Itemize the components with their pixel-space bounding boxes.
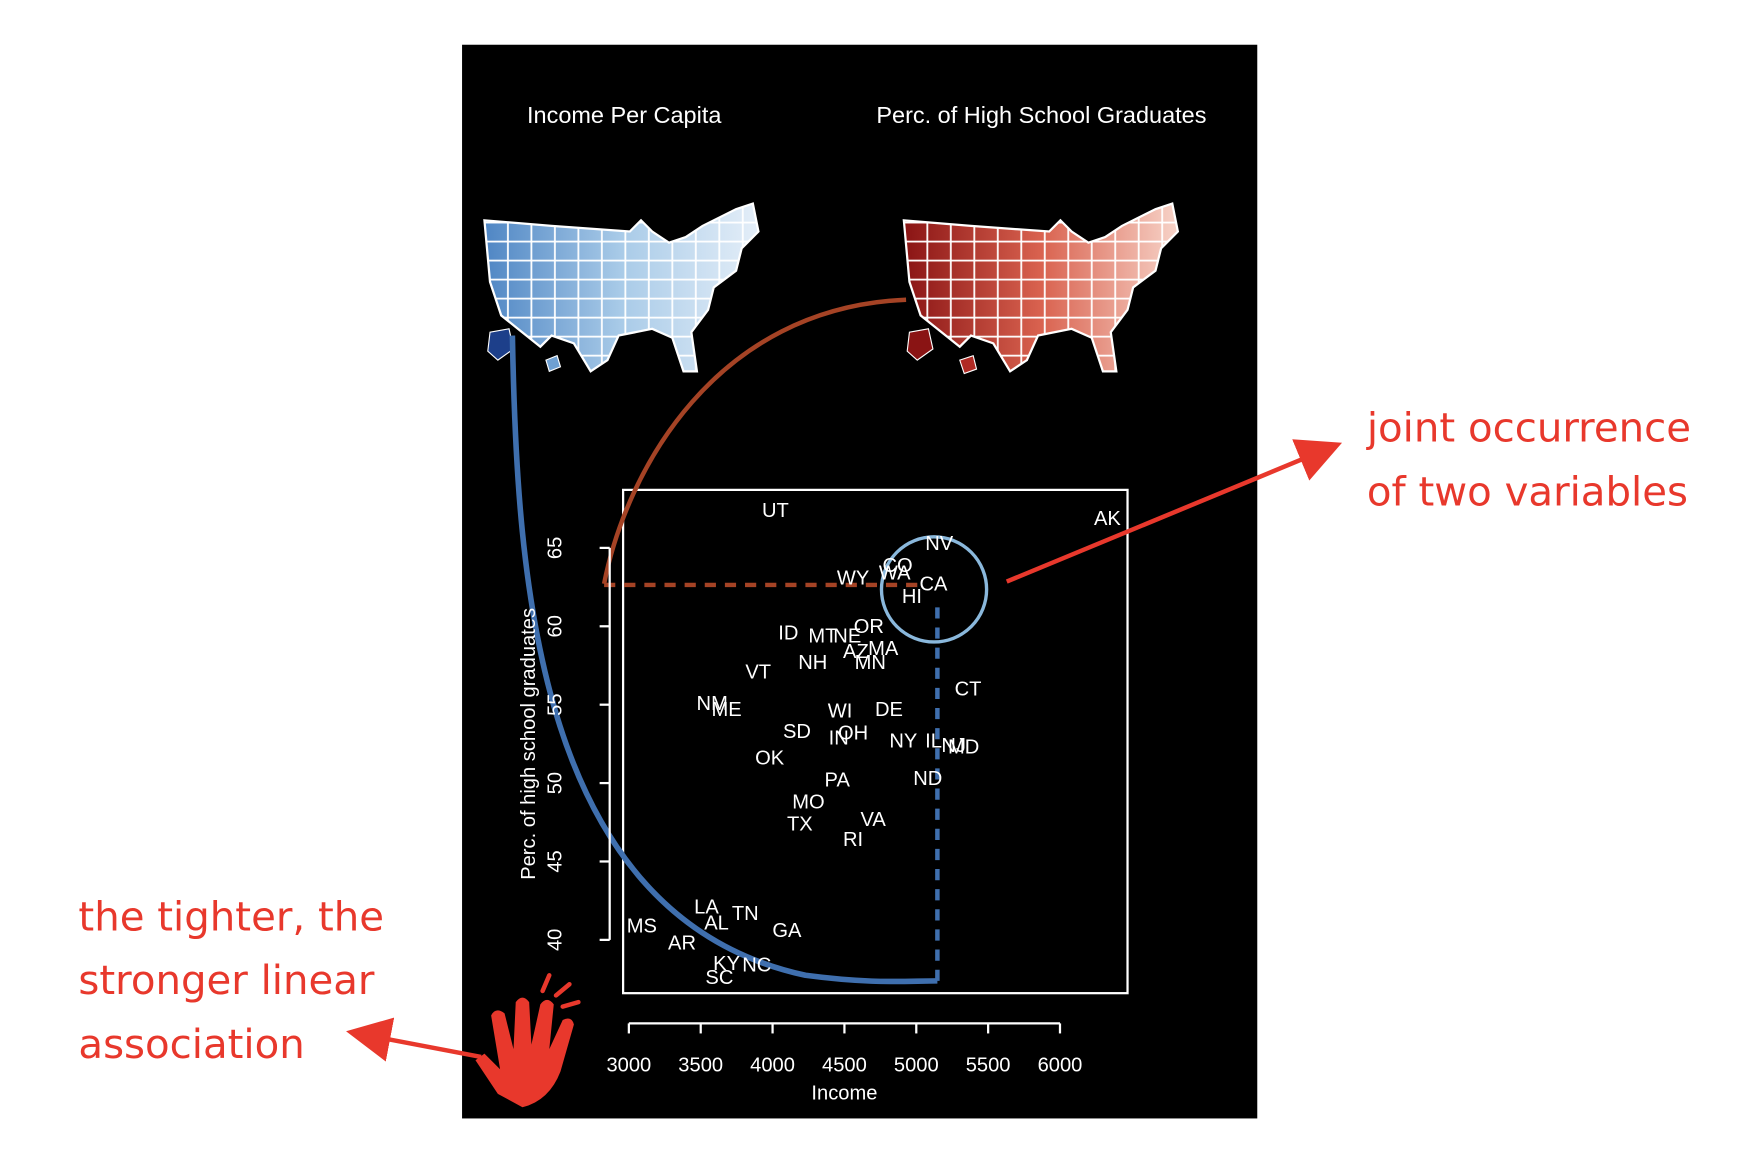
y-tick-label: 45 xyxy=(545,850,567,872)
state-point: KY xyxy=(713,953,740,975)
y-tick-label: 65 xyxy=(545,537,567,559)
y-tick-label: 50 xyxy=(545,772,567,794)
state-point: MD xyxy=(948,737,979,759)
map-title: Income Per Capita xyxy=(527,102,722,128)
x-tick-label: 6000 xyxy=(1038,1054,1083,1076)
state-point: CO xyxy=(883,555,913,577)
state-point: WI xyxy=(828,701,853,723)
state-point: AR xyxy=(668,933,696,955)
state-point: MO xyxy=(792,792,824,814)
annotation: joint occurrence xyxy=(1366,406,1691,452)
state-point: SD xyxy=(783,721,811,743)
graduates-map xyxy=(902,202,1180,375)
state-point: ME xyxy=(711,699,741,721)
state-point: NJ xyxy=(941,735,966,757)
annotation: the tighter, the xyxy=(78,894,384,940)
x-tick-label: 3500 xyxy=(678,1054,723,1076)
plot-box xyxy=(621,488,1129,995)
state-point: CA xyxy=(920,574,949,596)
y-tick-label: 55 xyxy=(545,693,567,715)
x-tick-label: 4000 xyxy=(750,1054,795,1076)
state-point: NY xyxy=(889,730,917,752)
state-point: SC xyxy=(705,967,733,989)
state-point: GA xyxy=(772,920,802,942)
state-point: NM xyxy=(697,693,728,715)
x-tick-label: 3000 xyxy=(606,1054,651,1076)
state-point: NC xyxy=(742,955,771,977)
state-point: HI xyxy=(902,586,922,608)
x-tick-label: 4500 xyxy=(822,1054,867,1076)
annotation: of two variables xyxy=(1367,469,1688,515)
x-tick-label: 5500 xyxy=(966,1054,1011,1076)
state-point: MT xyxy=(808,625,837,647)
y-axis-label: Perc. of high school graduates xyxy=(518,608,540,880)
state-point: NE xyxy=(833,625,861,647)
state-point: OH xyxy=(838,723,868,745)
state-point: OK xyxy=(755,748,785,770)
state-point: OR xyxy=(854,616,884,638)
state-point: VT xyxy=(745,661,771,683)
connector-curve xyxy=(509,335,938,985)
state-point: MN xyxy=(855,652,886,674)
x-axis-label: Income xyxy=(811,1082,877,1104)
state-point: MS xyxy=(627,915,657,937)
arrow xyxy=(346,1017,482,1062)
state-point: MA xyxy=(868,638,899,660)
x-tick-label: 5000 xyxy=(894,1054,939,1076)
y-tick-label: 60 xyxy=(545,615,567,637)
connector-curve xyxy=(601,297,907,585)
state-point: NV xyxy=(925,533,954,555)
state-point: AZ xyxy=(843,641,869,663)
map-title: Perc. of High School Graduates xyxy=(876,102,1206,128)
state-point: WY xyxy=(837,567,869,589)
state-point: UT xyxy=(762,500,789,522)
state-point: LA xyxy=(694,897,719,919)
income-map xyxy=(483,202,760,373)
state-point: PA xyxy=(825,770,851,792)
state-point: ND xyxy=(913,768,942,790)
state-point: TN xyxy=(732,903,759,925)
state-point: ID xyxy=(778,622,798,644)
state-point: VA xyxy=(860,809,886,831)
annotation: association xyxy=(78,1022,304,1068)
annotation: stronger linear xyxy=(78,958,375,1004)
state-point: DE xyxy=(875,699,903,721)
clap-icon xyxy=(475,973,581,1108)
state-point: WA xyxy=(879,563,911,585)
state-point: CT xyxy=(955,679,982,701)
y-tick-label: 40 xyxy=(545,929,567,951)
state-point: RI xyxy=(843,829,863,851)
state-point: IN xyxy=(829,727,849,749)
highlight-circle xyxy=(879,535,989,644)
state-point: IL xyxy=(925,730,942,752)
state-point: AL xyxy=(704,912,729,934)
arrow xyxy=(1005,439,1343,584)
state-point: NH xyxy=(798,652,827,674)
state-point: TX xyxy=(787,814,813,836)
state-point: AK xyxy=(1094,508,1121,530)
